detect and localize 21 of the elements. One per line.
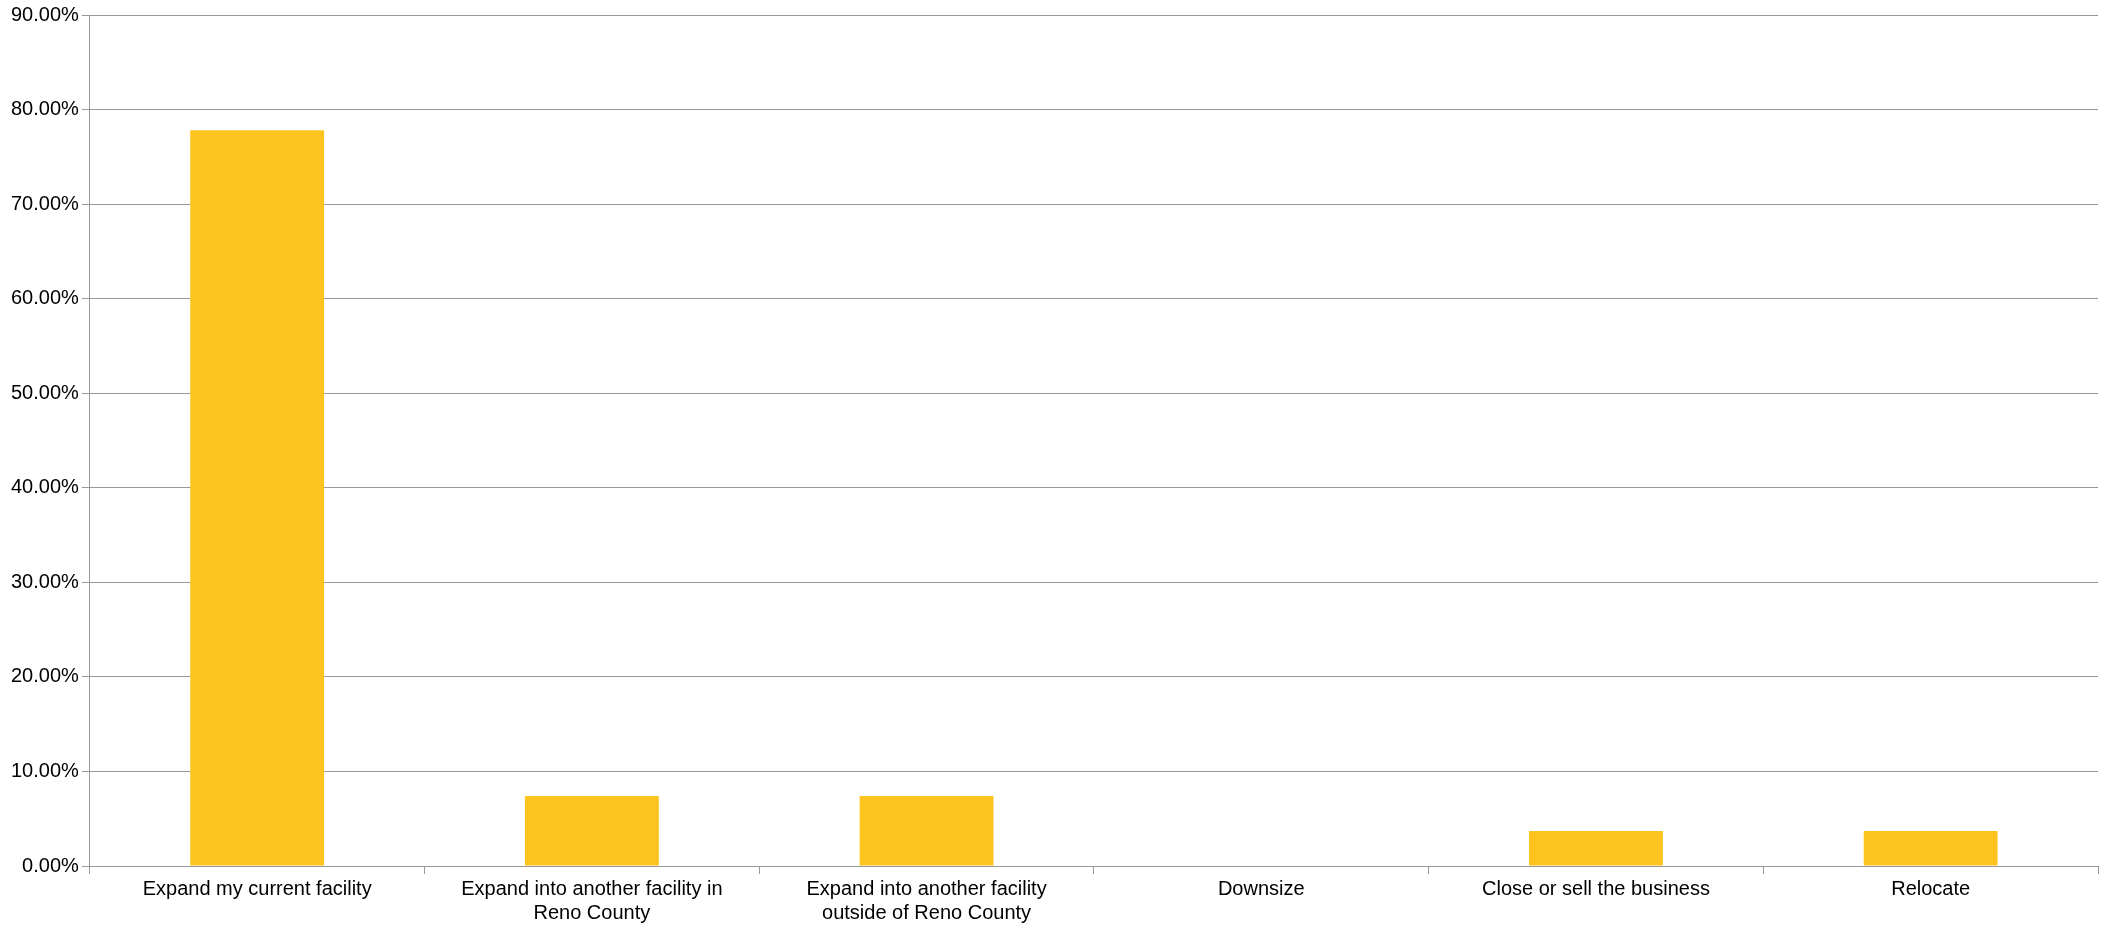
x-tick-label: Expand into another facility in Reno County — [461, 876, 723, 923]
bar — [524, 796, 659, 866]
y-tick-label: 0.00% — [22, 853, 80, 876]
y-tick-label: 40.00% — [10, 475, 80, 498]
x-tick-label: Expand into another facility outside of Reno County — [806, 876, 1047, 923]
x-tick-label: Close or sell the business — [1482, 876, 1710, 899]
y-tick-label: 20.00% — [10, 664, 80, 687]
y-tick-label: 50.00% — [10, 380, 80, 403]
y-tick-label: 10.00% — [10, 758, 80, 781]
y-tick-label: 60.00% — [10, 286, 80, 309]
x-tick-label: Relocate — [1891, 876, 1971, 899]
x-tick-label: Downsize — [1217, 876, 1305, 899]
y-tick-label: 90.00% — [10, 2, 80, 25]
x-tick-label: Expand my current facility — [142, 876, 372, 899]
y-tick-label: 80.00% — [10, 97, 80, 120]
y-tick-label: 30.00% — [10, 569, 80, 592]
bar — [190, 130, 325, 866]
bar — [859, 796, 994, 866]
y-tick-label: 70.00% — [10, 191, 80, 214]
bar — [1863, 831, 1998, 866]
bar — [1529, 831, 1663, 866]
